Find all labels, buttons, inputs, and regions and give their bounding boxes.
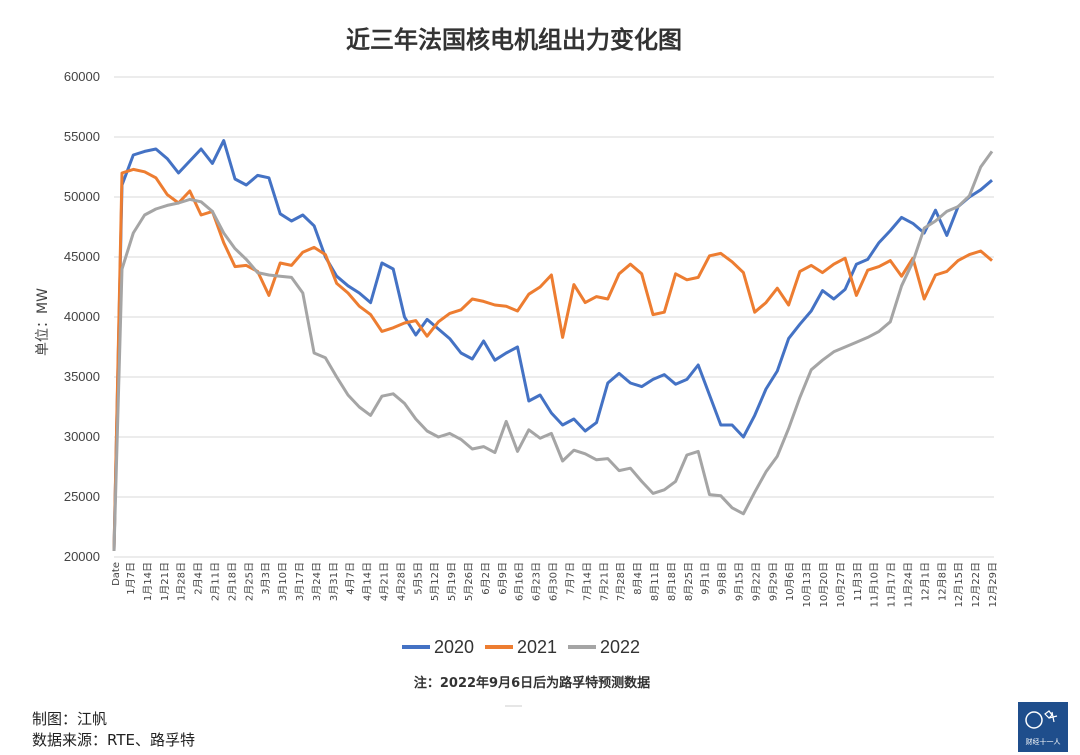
x-tick-label: 7月28日 xyxy=(615,562,627,601)
y-tick-label: 25000 xyxy=(64,489,100,504)
x-tick-label: 2月4日 xyxy=(193,562,205,595)
logo-text: 财经十一人 xyxy=(1026,737,1061,746)
runner-icon xyxy=(1044,710,1058,723)
gridlines xyxy=(114,76,994,558)
x-tick-label: 7月14日 xyxy=(581,562,593,601)
x-origin-label: Date xyxy=(111,562,122,586)
x-tick-label: 5月5日 xyxy=(412,562,424,595)
y-tick-label: 50000 xyxy=(64,189,100,204)
legend-label-2021: 2021 xyxy=(517,637,557,657)
series-lines xyxy=(112,139,994,552)
x-tick-label: 5月19日 xyxy=(446,562,458,601)
x-tick-label: 3月24日 xyxy=(311,562,323,601)
x-tick-label: 10月6日 xyxy=(784,562,796,601)
x-tick-label: 6月2日 xyxy=(480,562,492,595)
x-tick-label: 9月29日 xyxy=(767,562,779,601)
x-tick-label: 12月1日 xyxy=(919,562,931,601)
globe-icon xyxy=(1025,711,1043,729)
x-tick-label: 7月21日 xyxy=(598,562,610,601)
x-tick-label: 1月7日 xyxy=(125,562,137,595)
y-tick-label: 35000 xyxy=(64,369,100,384)
x-tick-label: 8月4日 xyxy=(632,562,644,595)
x-tick-label: 9月22日 xyxy=(750,562,762,601)
source-credit: 数据来源：RTE、路孚特 xyxy=(32,731,195,749)
y-tick-label: 20000 xyxy=(64,549,100,564)
y-axis-ticks: 20000 25000 30000 35000 40000 45000 50000 55000… xyxy=(64,69,100,564)
legend-label-2020: 2020 xyxy=(434,637,474,657)
x-tick-label: 8月18日 xyxy=(666,562,678,601)
x-tick-label: 3月10日 xyxy=(277,562,289,601)
x-tick-label: 2月25日 xyxy=(243,562,255,601)
x-tick-label: 8月11日 xyxy=(649,562,661,601)
series-line-2021 xyxy=(112,167,993,552)
x-tick-label: 6月30日 xyxy=(548,562,560,601)
x-tick-label: 2月18日 xyxy=(226,562,238,601)
y-axis-label: 单位：MW xyxy=(35,288,51,356)
x-tick-label: 3月3日 xyxy=(260,562,272,595)
x-tick-label: 6月23日 xyxy=(531,562,543,601)
x-tick-label: 12月22日 xyxy=(970,562,982,607)
y-tick-label: 45000 xyxy=(64,249,100,264)
x-tick-label: 4月28日 xyxy=(395,562,407,601)
x-tick-label: 5月12日 xyxy=(429,562,441,601)
x-tick-label: 12月8日 xyxy=(936,562,948,601)
x-tick-label: 9月8日 xyxy=(717,562,729,595)
x-tick-label: 11月3日 xyxy=(852,562,864,601)
logo: 财经十一人 xyxy=(1018,702,1068,752)
x-tick-label: 10月13日 xyxy=(801,562,813,607)
x-tick-label: 6月16日 xyxy=(514,562,526,601)
x-tick-label: 10月27日 xyxy=(835,562,847,607)
x-tick-label: 4月7日 xyxy=(345,562,357,595)
x-tick-label: 1月21日 xyxy=(159,562,171,601)
x-tick-label: 4月14日 xyxy=(362,562,374,601)
chart-title: 近三年法国核电机组出力变化图 xyxy=(346,26,682,54)
legend: 2020 2021 2022 xyxy=(402,637,640,657)
x-tick-label: 10月20日 xyxy=(818,562,830,607)
x-tick-label: 7月7日 xyxy=(564,562,576,595)
x-tick-label: 9月1日 xyxy=(700,562,712,595)
y-tick-label: 60000 xyxy=(64,69,100,84)
x-tick-label: 5月26日 xyxy=(463,562,475,601)
x-tick-label: 4月21日 xyxy=(379,562,391,601)
y-tick-label: 55000 xyxy=(64,129,100,144)
series-line-2022 xyxy=(112,150,994,552)
x-tick-label: 9月15日 xyxy=(733,562,745,601)
legend-label-2022: 2022 xyxy=(600,637,640,657)
x-tick-label: 8月25日 xyxy=(683,562,695,601)
x-tick-label: 3月17日 xyxy=(294,562,306,601)
author-credit: 制图：江帆 xyxy=(32,710,107,728)
x-tick-label: 12月15日 xyxy=(953,562,965,607)
x-tick-label: 3月31日 xyxy=(328,562,340,601)
x-tick-label: 11月10日 xyxy=(869,562,881,607)
x-tick-label: 1月28日 xyxy=(176,562,188,601)
x-tick-label: 2月11日 xyxy=(210,562,222,601)
x-tick-label: 1月14日 xyxy=(142,562,154,601)
x-tick-label: 12月29日 xyxy=(987,562,999,607)
forecast-note: 注：2022年9月6日后为路孚特预测数据 xyxy=(414,675,650,691)
x-tick-label: 11月17日 xyxy=(886,562,898,607)
x-tick-label: 11月24日 xyxy=(902,562,914,607)
x-axis-ticks: Date 1月7日 1月14日 1月21日 1月28日 2月4日 2月11日 2月18日 2月2… xyxy=(111,562,999,607)
y-tick-label: 40000 xyxy=(64,309,100,324)
series-line-2020 xyxy=(112,139,993,552)
x-tick-label: 6月9日 xyxy=(497,562,509,595)
y-tick-label: 30000 xyxy=(64,429,100,444)
